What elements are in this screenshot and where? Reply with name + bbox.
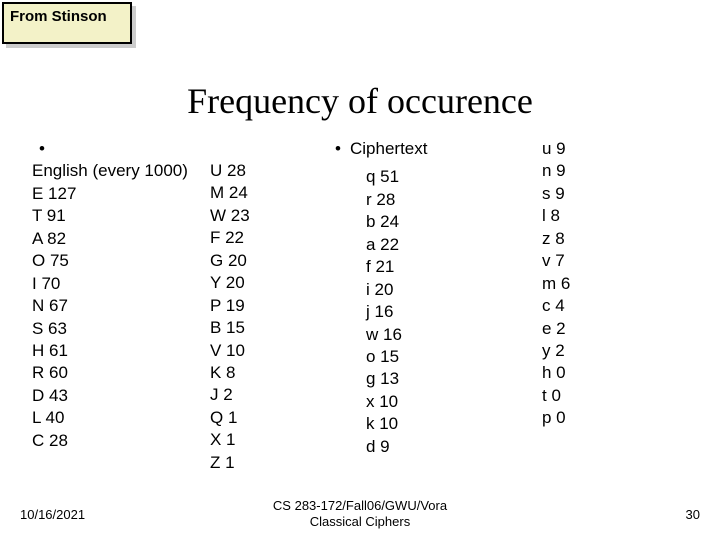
freq-row: d 9 — [366, 436, 486, 458]
freq-row: g 13 — [366, 368, 486, 390]
english-list-2: U 28M 24W 23F 22G 20Y 20P 19B 15V 10K 8J… — [210, 160, 300, 474]
cipher-col-1: •Ciphertext q 51r 28b 24a 22f 21i 20j 16… — [326, 138, 486, 458]
cipher-col-2: u 9n 9s 9l 8z 8v 7m 6c 4e 2y 2h 0t 0p 0 — [542, 138, 632, 430]
english-col-1: •English (every 1000) E 127T 91A 82O 75I… — [32, 138, 202, 452]
freq-row: L 40 — [32, 407, 202, 429]
freq-row: C 28 — [32, 430, 202, 452]
freq-row: R 60 — [32, 362, 202, 384]
freq-row: W 23 — [210, 205, 300, 227]
english-list-1: E 127T 91A 82O 75I 70N 67S 63H 61R 60D 4… — [32, 183, 202, 452]
freq-row: u 9 — [542, 138, 632, 160]
freq-row: Y 20 — [210, 272, 300, 294]
freq-row: S 63 — [32, 318, 202, 340]
freq-row: K 8 — [210, 362, 300, 384]
freq-row: n 9 — [542, 160, 632, 182]
freq-row: t 0 — [542, 385, 632, 407]
freq-row: H 61 — [32, 340, 202, 362]
freq-row: w 16 — [366, 324, 486, 346]
freq-row: P 19 — [210, 295, 300, 317]
cipher-list-1: q 51r 28b 24a 22f 21i 20j 16w 16o 15g 13… — [326, 166, 486, 458]
freq-row: T 91 — [32, 205, 202, 227]
freq-row: M 24 — [210, 182, 300, 204]
freq-row: G 20 — [210, 250, 300, 272]
freq-row: i 20 — [366, 279, 486, 301]
freq-row: N 67 — [32, 295, 202, 317]
freq-row: U 28 — [210, 160, 300, 182]
cipher-header: Ciphertext — [350, 138, 427, 160]
freq-row: J 2 — [210, 384, 300, 406]
freq-row: a 22 — [366, 234, 486, 256]
freq-row: z 8 — [542, 228, 632, 250]
freq-row: F 22 — [210, 227, 300, 249]
freq-row: l 8 — [542, 205, 632, 227]
freq-row: k 10 — [366, 413, 486, 435]
freq-row: X 1 — [210, 429, 300, 451]
freq-row: v 7 — [542, 250, 632, 272]
freq-row: Q 1 — [210, 407, 300, 429]
freq-row: s 9 — [542, 183, 632, 205]
freq-row: c 4 — [542, 295, 632, 317]
freq-row: E 127 — [32, 183, 202, 205]
bullet-icon: • — [32, 138, 52, 160]
freq-row: y 2 — [542, 340, 632, 362]
freq-row: D 43 — [32, 385, 202, 407]
badge-text: From Stinson — [10, 8, 107, 25]
freq-row: j 16 — [366, 301, 486, 323]
freq-row: b 24 — [366, 211, 486, 233]
bullet-icon: • — [326, 138, 350, 160]
freq-row: x 10 — [366, 391, 486, 413]
footer-center: CS 283-172/Fall06/GWU/Vora Classical Cip… — [0, 498, 720, 531]
footer-page-number: 30 — [686, 507, 700, 522]
freq-row: I 70 — [32, 273, 202, 295]
freq-row: O 75 — [32, 250, 202, 272]
slide: From Stinson Frequency of occurence •Eng… — [0, 0, 720, 540]
footer-line1: CS 283-172/Fall06/GWU/Vora — [273, 498, 447, 513]
freq-row: m 6 — [542, 273, 632, 295]
freq-row: Z 1 — [210, 452, 300, 474]
footer-line2: Classical Ciphers — [310, 514, 410, 529]
slide-title: Frequency of occurence — [0, 80, 720, 122]
freq-row: f 21 — [366, 256, 486, 278]
freq-row: V 10 — [210, 340, 300, 362]
freq-row: r 28 — [366, 189, 486, 211]
freq-row: e 2 — [542, 318, 632, 340]
freq-row: A 82 — [32, 228, 202, 250]
freq-row: o 15 — [366, 346, 486, 368]
freq-row: h 0 — [542, 362, 632, 384]
freq-row: q 51 — [366, 166, 486, 188]
cipher-list-2: u 9n 9s 9l 8z 8v 7m 6c 4e 2y 2h 0t 0p 0 — [542, 138, 632, 430]
english-header: English (every 1000) — [32, 160, 188, 182]
freq-row: B 15 — [210, 317, 300, 339]
english-col-2: U 28M 24W 23F 22G 20Y 20P 19B 15V 10K 8J… — [210, 138, 300, 474]
freq-row: p 0 — [542, 407, 632, 429]
